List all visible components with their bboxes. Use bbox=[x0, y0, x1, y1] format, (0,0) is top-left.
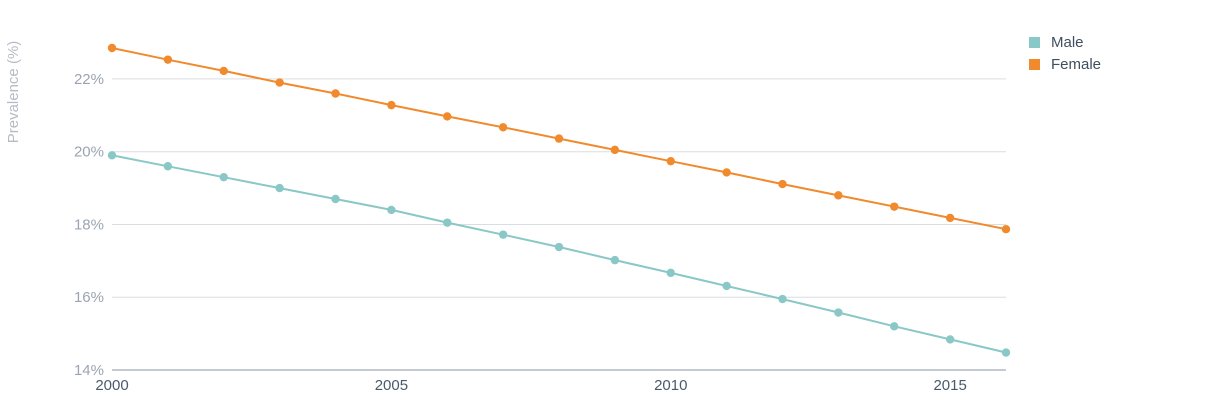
y-tick-label: 20% bbox=[74, 144, 104, 161]
data-point bbox=[890, 322, 899, 331]
data-point bbox=[722, 281, 731, 291]
gridlines bbox=[112, 78, 1006, 298]
series-line bbox=[111, 154, 1007, 354]
data-point bbox=[834, 308, 843, 317]
data-point bbox=[163, 55, 173, 64]
y-tick-label: 16% bbox=[74, 289, 104, 306]
data-point bbox=[387, 205, 396, 215]
data-point bbox=[554, 134, 564, 143]
y-tick-label: 14% bbox=[74, 362, 104, 379]
data-point bbox=[554, 242, 564, 252]
x-tick-label: 2015 bbox=[933, 377, 966, 394]
legend-label: Male bbox=[1051, 34, 1084, 51]
y-axis-label: Prevalence (%) bbox=[5, 41, 22, 144]
data-point bbox=[778, 294, 787, 304]
x-tick-label: 2010 bbox=[654, 377, 687, 394]
data-point bbox=[498, 123, 508, 132]
data-point bbox=[722, 168, 731, 177]
data-point bbox=[331, 194, 340, 204]
data-point bbox=[219, 66, 228, 76]
series bbox=[107, 43, 1011, 357]
data-point bbox=[945, 213, 955, 223]
legend: Male Female bbox=[1029, 34, 1101, 73]
legend-item-male: Male bbox=[1029, 34, 1084, 51]
legend-swatch bbox=[1029, 37, 1040, 48]
legend-label: Female bbox=[1051, 56, 1101, 73]
legend-item-female: Female bbox=[1029, 56, 1101, 73]
x-tick-label: 2005 bbox=[375, 377, 408, 394]
data-point bbox=[443, 112, 452, 121]
series-female bbox=[107, 43, 1011, 234]
y-tick-label: 22% bbox=[74, 71, 104, 88]
x-tick-label: 2000 bbox=[95, 377, 128, 394]
data-point bbox=[666, 156, 675, 166]
legend-swatch bbox=[1029, 59, 1040, 70]
data-point bbox=[387, 100, 396, 110]
data-point bbox=[219, 172, 228, 182]
axes: 14% 16% 18% 20% 22% 2000 2005 2010 2015 bbox=[74, 71, 1006, 394]
data-point bbox=[834, 191, 843, 200]
data-point bbox=[945, 335, 955, 344]
series-male bbox=[107, 151, 1011, 357]
data-point bbox=[666, 268, 675, 278]
data-point bbox=[107, 151, 117, 160]
data-point bbox=[107, 43, 117, 53]
data-point bbox=[163, 162, 173, 171]
data-point bbox=[498, 230, 508, 239]
data-point bbox=[443, 218, 452, 227]
data-point bbox=[275, 183, 284, 193]
data-point bbox=[610, 145, 620, 155]
data-point bbox=[890, 202, 899, 211]
data-point bbox=[778, 179, 787, 189]
data-point bbox=[610, 255, 620, 265]
y-tick-label: 18% bbox=[74, 216, 104, 233]
data-point bbox=[1001, 224, 1011, 234]
data-point bbox=[275, 78, 284, 87]
data-point bbox=[1001, 348, 1011, 357]
data-point bbox=[331, 89, 340, 98]
